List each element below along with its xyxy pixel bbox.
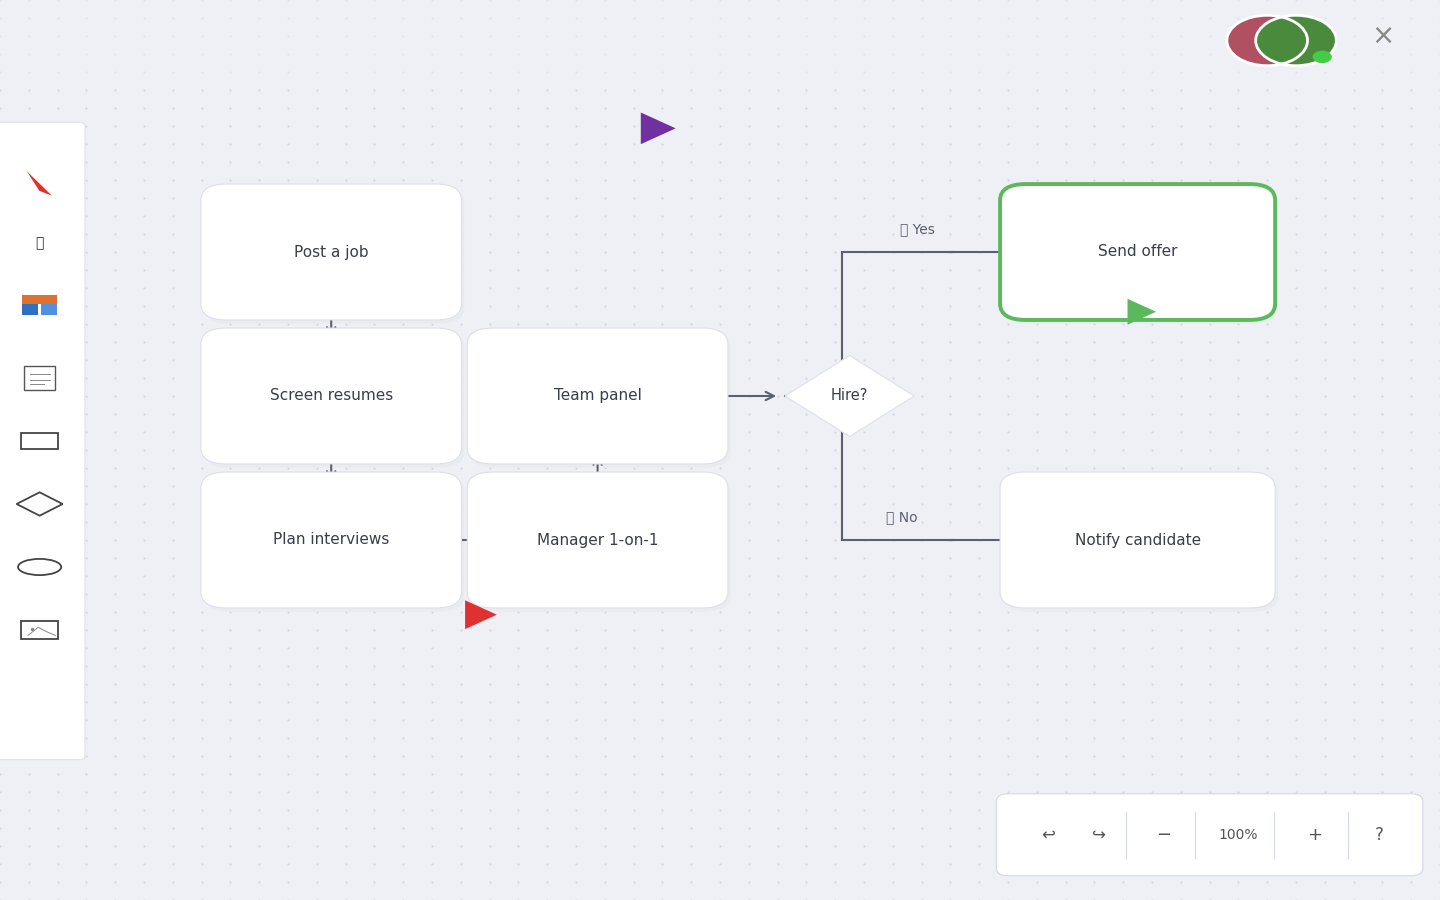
- FancyBboxPatch shape: [467, 472, 727, 608]
- FancyBboxPatch shape: [996, 794, 1423, 876]
- FancyBboxPatch shape: [0, 0, 1440, 81]
- Text: Manager 1-on-1: Manager 1-on-1: [537, 533, 658, 547]
- FancyBboxPatch shape: [23, 295, 58, 304]
- FancyBboxPatch shape: [1002, 475, 1279, 612]
- Polygon shape: [1128, 299, 1156, 325]
- Text: Screen resumes: Screen resumes: [269, 389, 393, 403]
- Polygon shape: [465, 600, 497, 629]
- Circle shape: [1256, 15, 1336, 66]
- FancyBboxPatch shape: [469, 475, 730, 612]
- Text: Post a job: Post a job: [294, 245, 369, 259]
- Text: ↪: ↪: [1092, 826, 1106, 844]
- Text: Send offer: Send offer: [1097, 245, 1178, 259]
- Text: +: +: [1308, 826, 1322, 844]
- Text: ✋: ✋: [36, 236, 43, 250]
- Polygon shape: [785, 356, 914, 436]
- Circle shape: [1227, 15, 1308, 66]
- FancyBboxPatch shape: [469, 331, 730, 468]
- Text: Hire?: Hire?: [831, 389, 868, 403]
- Text: Notify candidate: Notify candidate: [1074, 533, 1201, 547]
- FancyBboxPatch shape: [999, 472, 1276, 608]
- Text: ❌ No: ❌ No: [886, 510, 917, 525]
- FancyBboxPatch shape: [467, 328, 727, 464]
- FancyBboxPatch shape: [204, 475, 464, 612]
- FancyBboxPatch shape: [999, 184, 1276, 320]
- Text: 100%: 100%: [1218, 828, 1259, 842]
- FancyBboxPatch shape: [1002, 188, 1279, 324]
- FancyBboxPatch shape: [204, 188, 464, 324]
- FancyBboxPatch shape: [202, 328, 461, 464]
- Text: Plan interviews: Plan interviews: [274, 533, 389, 547]
- Polygon shape: [27, 171, 52, 195]
- Text: ✅ Yes: ✅ Yes: [900, 222, 935, 237]
- FancyBboxPatch shape: [204, 331, 464, 468]
- Text: ×: ×: [1371, 22, 1394, 50]
- FancyBboxPatch shape: [0, 122, 85, 760]
- Text: ↩: ↩: [1041, 826, 1056, 844]
- FancyBboxPatch shape: [202, 184, 461, 320]
- FancyBboxPatch shape: [42, 304, 58, 315]
- FancyBboxPatch shape: [23, 304, 37, 315]
- Text: ?: ?: [1375, 826, 1384, 844]
- Text: Team panel: Team panel: [553, 389, 642, 403]
- FancyBboxPatch shape: [23, 366, 55, 390]
- Polygon shape: [641, 112, 675, 144]
- Circle shape: [1313, 51, 1331, 62]
- FancyBboxPatch shape: [202, 472, 461, 608]
- Text: −: −: [1156, 826, 1171, 844]
